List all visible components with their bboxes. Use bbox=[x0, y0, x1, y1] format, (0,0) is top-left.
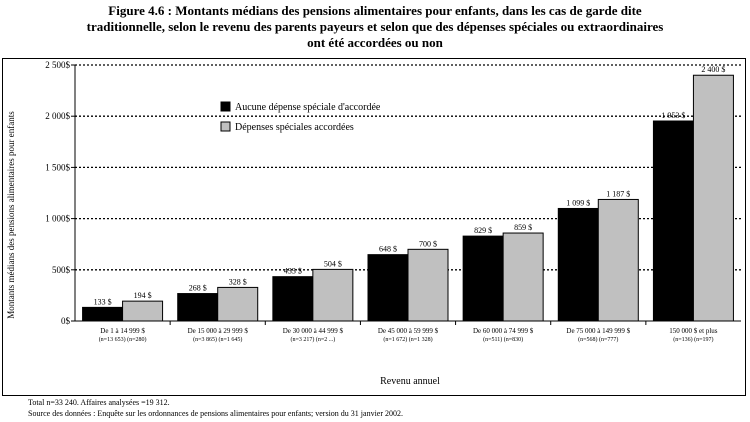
total-note: Total n=33 240. Affaires analysées =19 3… bbox=[28, 398, 170, 407]
bar-value-label: 2 400 $ bbox=[701, 65, 725, 74]
x-tick-sublabel: (n=3 217) (n=2 ...) bbox=[290, 336, 335, 343]
x-tick-label: De 45 000 à 59 999 $ bbox=[378, 327, 439, 335]
x-tick-sublabel: (n=1 672) (n=1 328) bbox=[383, 336, 432, 343]
bar-value-label: 1 953 $ bbox=[661, 111, 685, 120]
x-tick-label: De 75 000 à 149 999 $ bbox=[566, 327, 630, 335]
chart-notes: Total n=33 240. Affaires analysées =19 3… bbox=[28, 397, 403, 419]
x-tick-label: 150 000 $ et plus bbox=[669, 327, 717, 335]
x-tick-label: De 1 à 14 999 $ bbox=[100, 327, 145, 335]
bar bbox=[597, 198, 639, 322]
y-tick-label: 2 500$ bbox=[45, 60, 70, 70]
bar bbox=[652, 120, 694, 322]
x-tick-sublabel: (n=136) (n=197) bbox=[673, 336, 713, 343]
y-tick-label: 0$ bbox=[61, 316, 71, 326]
chart-title: Figure 4.6 : Montants médians des pensio… bbox=[20, 3, 730, 51]
bar-value-label: 859 $ bbox=[514, 223, 532, 232]
x-tick-label: De 60 000 à 74 999 $ bbox=[473, 327, 534, 335]
bar bbox=[312, 268, 354, 322]
x-tick-label: De 15 000 à 29 999 $ bbox=[188, 327, 249, 335]
x-tick-sublabel: (n=511) (n=830) bbox=[483, 336, 523, 343]
y-axis-title: Montants médians des pensions alimentair… bbox=[6, 111, 16, 319]
bar bbox=[272, 276, 314, 322]
bar-chart: 0$ 500$ 1 000$ 1 500$ 2 000$ 2 500$ 133 $ 194 $… bbox=[6, 60, 741, 387]
bar-value-label: 133 $ bbox=[94, 297, 112, 306]
bar bbox=[82, 306, 124, 322]
bar bbox=[407, 248, 449, 322]
bar bbox=[557, 207, 599, 322]
y-tick-label: 1 000$ bbox=[45, 214, 70, 224]
bar bbox=[122, 300, 164, 322]
bar-value-label: 194 $ bbox=[134, 291, 152, 300]
y-tick-label: 2 000$ bbox=[45, 111, 70, 121]
bar bbox=[217, 286, 259, 322]
bar bbox=[692, 74, 734, 322]
legend-label: Aucune dépense spéciale d'accordée bbox=[235, 102, 381, 113]
x-tick-sublabel: (n=13 653) (n=280) bbox=[99, 336, 147, 343]
x-axis-title: Revenu annuel bbox=[380, 376, 440, 387]
title-line: ont été accordées ou non bbox=[307, 35, 443, 50]
bar-value-label: 829 $ bbox=[474, 226, 492, 235]
bar bbox=[367, 254, 409, 322]
bar-value-label: 268 $ bbox=[189, 284, 207, 293]
x-tick-sublabel: (n=3 865) (n=1 645) bbox=[193, 336, 242, 343]
x-tick-label: De 30 000 à 44 999 $ bbox=[283, 327, 344, 335]
title-line: traditionnelle, selon le revenu des pare… bbox=[86, 19, 664, 34]
bar bbox=[462, 235, 504, 322]
legend-label: Dépenses spéciales accordées bbox=[235, 122, 354, 133]
chart-frame: 0$ 500$ 1 000$ 1 500$ 2 000$ 2 500$ 133 $ 194 $… bbox=[2, 58, 746, 396]
bar-value-label: 700 $ bbox=[419, 239, 437, 248]
bar-value-label: 504 $ bbox=[324, 259, 342, 268]
title-line: Figure 4.6 : Montants médians des pensio… bbox=[108, 3, 642, 18]
bar bbox=[502, 232, 544, 322]
legend-swatch bbox=[220, 101, 231, 112]
bar-value-label: 328 $ bbox=[229, 277, 247, 286]
y-tick-label: 1 500$ bbox=[45, 162, 70, 172]
x-tick-sublabel: (n=568) (n=777) bbox=[578, 336, 618, 343]
bar-value-label: 1 099 $ bbox=[566, 198, 590, 207]
bar-value-label: 1 187 $ bbox=[606, 189, 630, 198]
source-note: Source des données : Enquête sur les ord… bbox=[28, 409, 404, 418]
bar-value-label: 648 $ bbox=[379, 245, 397, 254]
legend-swatch bbox=[220, 121, 231, 132]
y-tick-label: 500$ bbox=[52, 265, 71, 275]
bar bbox=[177, 293, 219, 322]
bar-value-label: 433 $ bbox=[284, 267, 302, 276]
